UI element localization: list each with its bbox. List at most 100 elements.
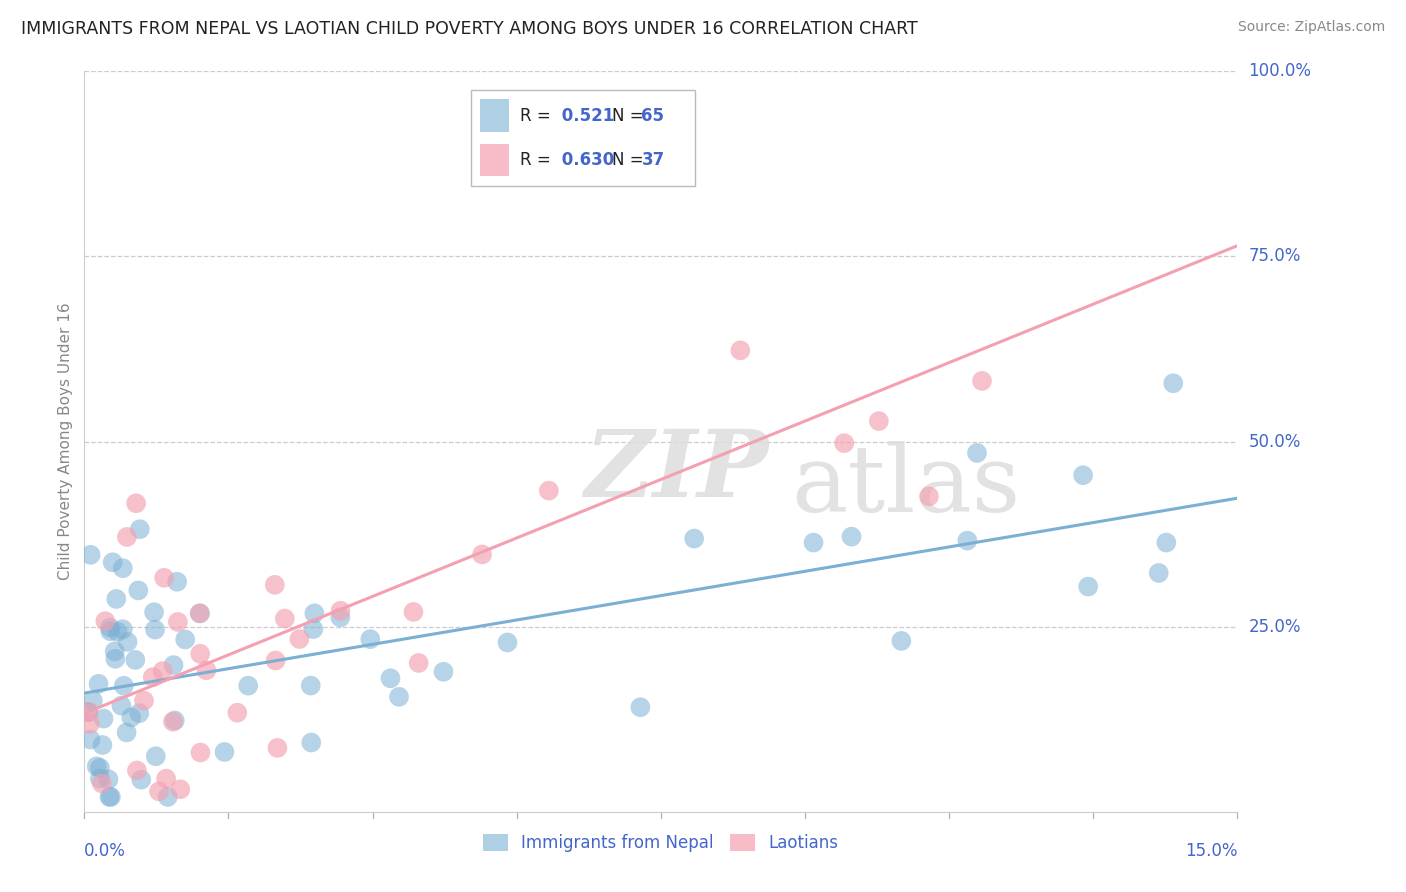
Point bbox=[115, 725, 138, 739]
Point bbox=[90, 776, 112, 790]
Point bbox=[156, 789, 179, 804]
Point bbox=[143, 605, 166, 619]
Text: 25.0%: 25.0% bbox=[1249, 617, 1301, 636]
Point bbox=[627, 153, 650, 168]
Point bbox=[163, 714, 186, 728]
Point bbox=[329, 604, 352, 618]
Point bbox=[537, 483, 560, 498]
Point bbox=[143, 623, 166, 637]
Point bbox=[98, 621, 121, 635]
Point bbox=[683, 532, 706, 546]
Text: Source: ZipAtlas.com: Source: ZipAtlas.com bbox=[1237, 20, 1385, 34]
Legend: Immigrants from Nepal, Laotians: Immigrants from Nepal, Laotians bbox=[477, 828, 845, 859]
Point bbox=[304, 607, 326, 621]
Point bbox=[263, 578, 285, 592]
Point bbox=[302, 622, 325, 636]
Point bbox=[162, 658, 184, 673]
Point bbox=[190, 746, 212, 760]
Point bbox=[115, 530, 138, 544]
Point bbox=[402, 605, 425, 619]
Point bbox=[380, 671, 402, 685]
Point bbox=[124, 653, 146, 667]
Point bbox=[120, 710, 142, 724]
Point bbox=[970, 374, 993, 388]
Point bbox=[1156, 535, 1178, 549]
Point bbox=[266, 740, 288, 755]
Point bbox=[77, 705, 100, 719]
Point bbox=[104, 644, 127, 658]
Point bbox=[125, 764, 148, 778]
Text: atlas: atlas bbox=[792, 441, 1021, 531]
Text: ZIP: ZIP bbox=[583, 426, 768, 516]
Point bbox=[94, 614, 117, 628]
Point bbox=[264, 653, 287, 667]
Point bbox=[98, 624, 121, 639]
Point bbox=[153, 571, 176, 585]
Point bbox=[432, 665, 454, 679]
Point bbox=[329, 610, 352, 624]
Point bbox=[127, 583, 149, 598]
Point bbox=[86, 759, 108, 773]
Point bbox=[841, 530, 863, 544]
Point bbox=[104, 652, 127, 666]
Point bbox=[162, 714, 184, 729]
Point bbox=[132, 693, 155, 707]
Point bbox=[110, 698, 132, 713]
Point bbox=[167, 615, 190, 629]
Y-axis label: Child Poverty Among Boys Under 16: Child Poverty Among Boys Under 16 bbox=[58, 302, 73, 581]
Point bbox=[169, 782, 191, 797]
Point bbox=[214, 745, 236, 759]
Point bbox=[79, 732, 101, 747]
Point bbox=[274, 611, 297, 625]
Point bbox=[388, 690, 411, 704]
Text: 15.0%: 15.0% bbox=[1185, 842, 1237, 860]
Point bbox=[112, 679, 135, 693]
Point bbox=[148, 784, 170, 798]
Point bbox=[966, 446, 988, 460]
Point bbox=[471, 548, 494, 562]
Point bbox=[188, 607, 211, 621]
Point bbox=[89, 761, 111, 775]
Point bbox=[299, 679, 322, 693]
Point bbox=[730, 343, 752, 358]
Point bbox=[496, 635, 519, 649]
Point bbox=[918, 489, 941, 503]
Point bbox=[188, 647, 211, 661]
Point bbox=[1071, 468, 1094, 483]
Point bbox=[868, 414, 890, 428]
Point bbox=[288, 632, 311, 646]
Point bbox=[77, 705, 100, 719]
Point bbox=[107, 624, 129, 639]
Point bbox=[145, 749, 167, 764]
Point bbox=[128, 706, 150, 721]
Point bbox=[93, 712, 115, 726]
Text: 75.0%: 75.0% bbox=[1249, 247, 1301, 266]
Point bbox=[155, 772, 177, 786]
Point bbox=[91, 738, 114, 752]
Point bbox=[128, 522, 150, 536]
Point bbox=[1077, 580, 1099, 594]
Point bbox=[152, 664, 174, 678]
Point bbox=[628, 700, 651, 714]
Point bbox=[117, 635, 139, 649]
Point bbox=[956, 533, 979, 548]
Point bbox=[832, 436, 855, 450]
Point bbox=[226, 706, 249, 720]
Point bbox=[98, 789, 121, 804]
Point bbox=[82, 693, 104, 707]
Point bbox=[129, 772, 152, 787]
Point bbox=[408, 656, 430, 670]
Text: 100.0%: 100.0% bbox=[1249, 62, 1312, 80]
Point bbox=[79, 717, 101, 731]
Point bbox=[1147, 566, 1170, 580]
Point bbox=[359, 632, 381, 647]
Point bbox=[111, 622, 134, 636]
Point bbox=[142, 670, 165, 684]
Point bbox=[803, 535, 825, 549]
Point bbox=[105, 591, 128, 606]
Point bbox=[100, 789, 122, 804]
Point bbox=[125, 496, 148, 510]
Point bbox=[97, 772, 120, 787]
Point bbox=[101, 555, 124, 569]
Point bbox=[1161, 376, 1184, 391]
